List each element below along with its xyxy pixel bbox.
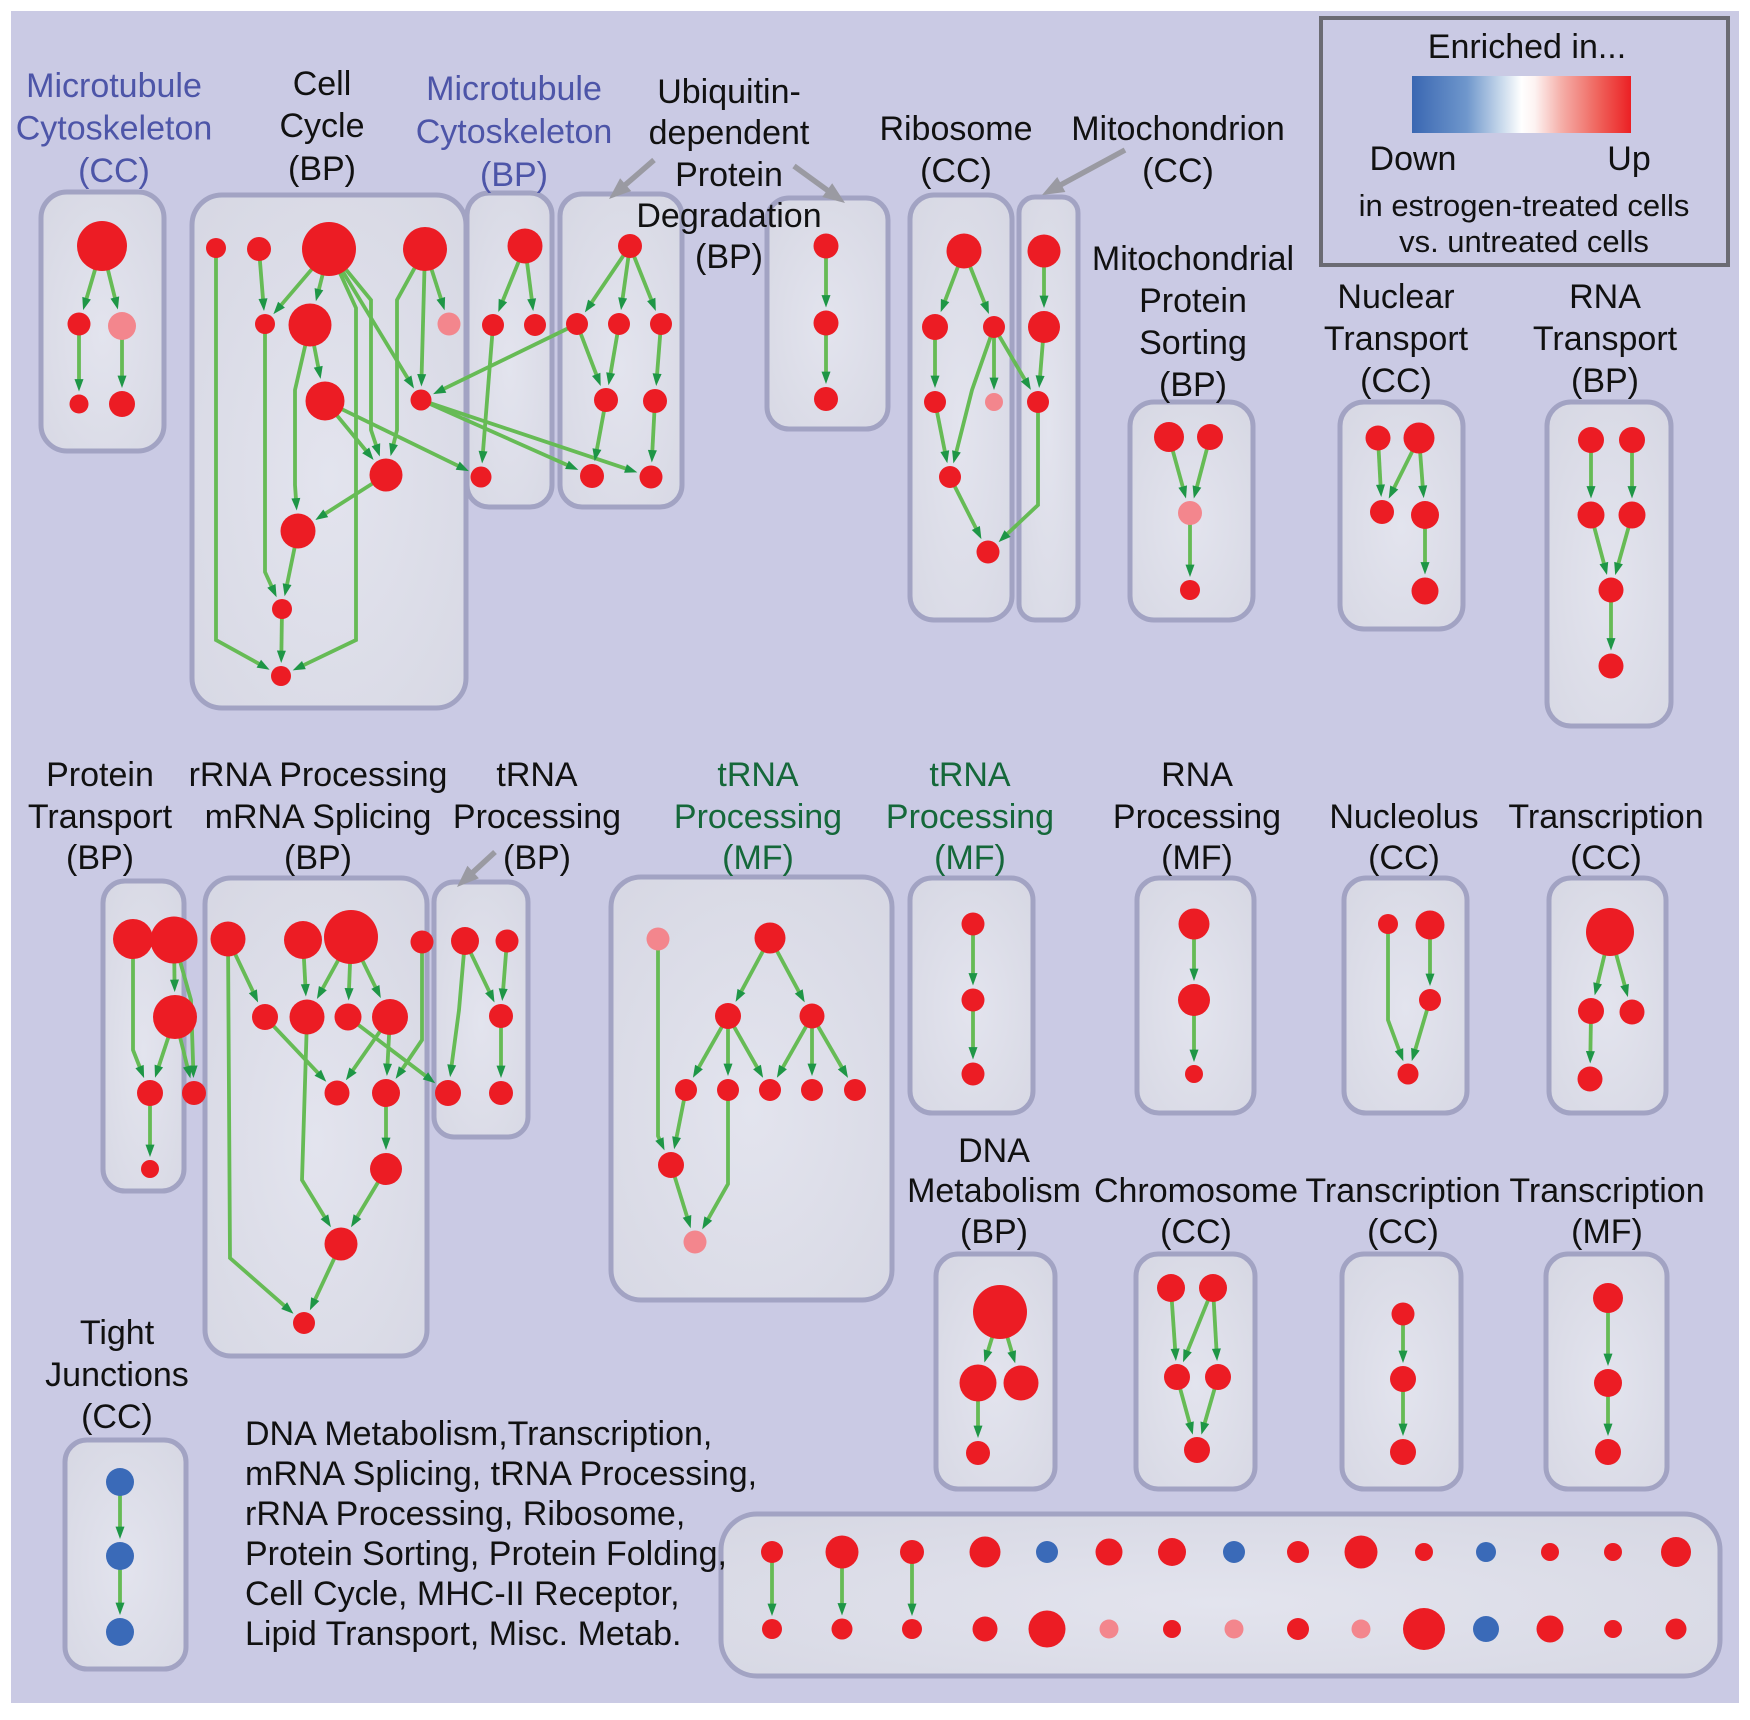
- svg-text:Protein: Protein: [46, 756, 154, 794]
- svg-text:(CC): (CC): [1570, 839, 1642, 877]
- svg-text:mRNA Splicing, tRNA Processing: mRNA Splicing, tRNA Processing,: [245, 1455, 757, 1493]
- svg-text:Microtubule: Microtubule: [26, 67, 202, 105]
- svg-text:tRNA: tRNA: [496, 756, 578, 794]
- svg-text:DNA Metabolism,Transcription,: DNA Metabolism,Transcription,: [245, 1415, 712, 1453]
- svg-text:(BP): (BP): [1571, 362, 1639, 400]
- svg-text:Cytoskeleton: Cytoskeleton: [416, 113, 613, 151]
- svg-text:Mitochondrial: Mitochondrial: [1092, 240, 1294, 278]
- svg-text:(BP): (BP): [695, 238, 763, 276]
- svg-text:(MF): (MF): [1161, 839, 1233, 877]
- svg-text:Protein: Protein: [675, 156, 783, 194]
- svg-text:RNA: RNA: [1569, 278, 1641, 316]
- svg-text:Junctions: Junctions: [45, 1356, 189, 1394]
- svg-text:Ubiquitin-: Ubiquitin-: [657, 73, 801, 111]
- svg-text:Transcription: Transcription: [1508, 798, 1703, 836]
- svg-text:(CC): (CC): [1367, 1213, 1439, 1251]
- svg-text:(CC): (CC): [1142, 152, 1214, 190]
- svg-text:rRNA Processing: rRNA Processing: [189, 756, 448, 794]
- svg-text:Sorting: Sorting: [1139, 324, 1247, 362]
- svg-text:Processing: Processing: [1113, 798, 1281, 836]
- svg-text:(BP): (BP): [1159, 366, 1227, 404]
- svg-text:(MF): (MF): [1571, 1213, 1643, 1251]
- svg-text:Lipid Transport, Misc. Metab.: Lipid Transport, Misc. Metab.: [245, 1615, 682, 1653]
- svg-text:(BP): (BP): [503, 839, 571, 877]
- svg-text:Processing: Processing: [453, 798, 621, 836]
- svg-text:Transport: Transport: [1533, 320, 1678, 358]
- svg-text:Chromosome: Chromosome: [1094, 1172, 1298, 1210]
- svg-text:mRNA Splicing: mRNA Splicing: [205, 798, 432, 836]
- svg-text:Processing: Processing: [674, 798, 842, 836]
- svg-text:rRNA Processing, Ribosome,: rRNA Processing, Ribosome,: [245, 1495, 685, 1533]
- svg-text:Up: Up: [1607, 140, 1650, 178]
- svg-text:(CC): (CC): [1360, 362, 1432, 400]
- svg-text:(CC): (CC): [920, 152, 992, 190]
- svg-text:Nucleolus: Nucleolus: [1329, 798, 1478, 836]
- svg-text:Degradation: Degradation: [636, 197, 821, 235]
- svg-text:tRNA: tRNA: [717, 756, 799, 794]
- svg-text:(CC): (CC): [81, 1398, 153, 1436]
- svg-text:(BP): (BP): [288, 150, 356, 188]
- svg-text:(CC): (CC): [1368, 839, 1440, 877]
- svg-text:(CC): (CC): [78, 152, 150, 190]
- svg-text:Microtubule: Microtubule: [426, 70, 602, 108]
- svg-text:vs. untreated cells: vs. untreated cells: [1399, 224, 1649, 259]
- svg-text:(CC): (CC): [1160, 1213, 1232, 1251]
- svg-text:RNA: RNA: [1161, 756, 1233, 794]
- svg-text:(MF): (MF): [934, 839, 1006, 877]
- svg-text:in estrogen-treated cells: in estrogen-treated cells: [1359, 188, 1690, 223]
- svg-text:Tight: Tight: [80, 1314, 155, 1352]
- svg-text:Cytoskeleton: Cytoskeleton: [16, 110, 213, 148]
- svg-text:(MF): (MF): [722, 839, 794, 877]
- svg-text:Transport: Transport: [1324, 320, 1469, 358]
- svg-text:Enriched in...: Enriched in...: [1428, 28, 1626, 66]
- svg-text:Cell Cycle, MHC-II Receptor,: Cell Cycle, MHC-II Receptor,: [245, 1575, 680, 1613]
- svg-text:Protein Sorting, Protein Foldi: Protein Sorting, Protein Folding,: [245, 1535, 727, 1573]
- svg-text:(BP): (BP): [960, 1213, 1028, 1251]
- svg-text:Cell: Cell: [293, 65, 352, 103]
- svg-text:Nuclear: Nuclear: [1337, 278, 1454, 316]
- svg-text:Transport: Transport: [28, 798, 173, 836]
- svg-text:tRNA: tRNA: [929, 756, 1011, 794]
- svg-text:Processing: Processing: [886, 798, 1054, 836]
- svg-text:(BP): (BP): [284, 839, 352, 877]
- svg-text:DNA: DNA: [958, 1132, 1030, 1170]
- svg-text:Metabolism: Metabolism: [907, 1172, 1081, 1210]
- svg-text:Down: Down: [1370, 140, 1457, 178]
- svg-text:Mitochondrion: Mitochondrion: [1071, 110, 1285, 148]
- svg-text:Protein: Protein: [1139, 282, 1247, 320]
- svg-text:Transcription: Transcription: [1509, 1172, 1704, 1210]
- svg-text:(BP): (BP): [480, 156, 548, 194]
- svg-text:Ribosome: Ribosome: [879, 110, 1032, 148]
- svg-text:(BP): (BP): [66, 839, 134, 877]
- svg-text:Cycle: Cycle: [279, 107, 364, 145]
- svg-text:Transcription: Transcription: [1305, 1172, 1500, 1210]
- svg-text:dependent: dependent: [649, 114, 810, 152]
